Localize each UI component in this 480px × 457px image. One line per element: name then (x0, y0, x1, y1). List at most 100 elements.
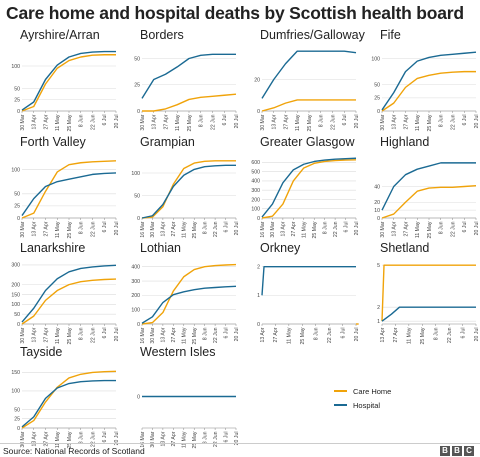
x-tick-label: 25 May (67, 221, 73, 238)
x-tick-label: 13 Apr (32, 114, 38, 129)
x-tick-label: 25 May (67, 114, 73, 131)
series-line-hospital (141, 53, 236, 99)
x-tick-label: 20 Jul (114, 328, 120, 342)
legend-label-care-home: Care Home (353, 386, 392, 396)
y-tick-label: 50 (14, 312, 20, 318)
y-tick-label: 0 (137, 394, 140, 400)
x-tick-label: 25 May (192, 431, 198, 448)
y-tick-label: 0 (17, 109, 20, 115)
x-tick-label: 13 Apr (161, 221, 167, 236)
x-tick-label: 13 Apr (380, 327, 386, 342)
x-tick-label: 6 Jul (102, 432, 108, 443)
panel-title: Greater Glasgow (260, 135, 355, 149)
y-tick-label: 200 (251, 197, 260, 203)
x-tick-label: 16 Mar (260, 221, 266, 237)
y-tick-label: 50 (374, 83, 380, 89)
y-tick-label: 50 (134, 56, 140, 62)
y-tick-label: 100 (251, 207, 260, 213)
panel-shetland: Shetland 1 2 5 13 Apr 27 Apr 11 May 25 May 8 Jun… (377, 241, 480, 345)
y-tick-label: 0 (257, 216, 260, 222)
y-tick-label: 0 (257, 322, 260, 328)
y-tick-label: 100 (131, 307, 140, 313)
x-tick-label: 27 Apr (163, 114, 169, 129)
x-tick-label: 13 Apr (161, 327, 167, 342)
panel-tayside: Tayside 0 25 50 100 150 30 Mar 13 Apr 27 Apr 11 M… (11, 345, 119, 449)
panel-fife: Fife 0 25 50 100 30 Mar 13 Apr 27 Apr 11 May 25 M… (371, 28, 479, 132)
series-line-hospital (21, 264, 117, 323)
x-tick-label: 22 Jun (330, 114, 336, 130)
x-tick-label: 11 May (295, 114, 301, 131)
panel-title: Lanarkshire (20, 241, 85, 255)
panel-title: Tayside (20, 345, 62, 359)
x-tick-label: 11 May (175, 114, 181, 131)
x-tick-label: 22 Jun (327, 327, 333, 343)
x-tick-label: 20 Jul (474, 222, 480, 236)
x-tick-label: 30 Mar (380, 114, 386, 130)
x-tick-label: 30 Mar (260, 114, 266, 130)
y-tick-label: 2 (377, 305, 380, 311)
x-tick-label: 6 Jul (342, 115, 348, 126)
x-tick-label: 25 May (192, 221, 198, 238)
x-tick-label: 8 Jun (202, 327, 208, 340)
x-tick-label: 22 Jun (450, 114, 456, 130)
x-tick-label: 30 Mar (140, 114, 146, 130)
x-tick-label: 27 Apr (273, 327, 279, 342)
y-tick-label: 300 (251, 188, 260, 194)
x-tick-label: 13 Apr (152, 114, 158, 129)
series-line-care-home (381, 264, 476, 322)
y-tick-label: 0 (137, 216, 140, 222)
y-tick-label: 50 (14, 192, 20, 198)
x-tick-label: 22 Jun (213, 431, 219, 447)
x-tick-label: 22 Jun (90, 114, 96, 130)
y-tick-label: 100 (371, 56, 380, 62)
y-tick-label: 50 (14, 86, 20, 92)
x-tick-label: 25 May (420, 327, 426, 344)
x-tick-label: 27 Apr (171, 327, 177, 342)
x-tick-label: 30 Mar (270, 221, 276, 237)
x-tick-label: 20 Jul (114, 222, 120, 236)
x-tick-label: 11 May (55, 327, 61, 344)
series-line-hospital (381, 51, 477, 111)
panel-western-isles: Western Isles 0 16 Mar 30 Mar 13 Apr 27 Apr 11… (137, 345, 240, 449)
x-tick-label: 8 Jun (202, 221, 208, 234)
panel-forth-valley: Forth Valley 0 25 50 100 30 Mar 13 Apr 27 Apr 11… (11, 135, 119, 239)
panel-title: Lothian (140, 241, 181, 255)
x-tick-label: 27 Apr (403, 221, 409, 236)
legend: Care Home Hospital (334, 384, 391, 412)
x-tick-label: 20 Jul (114, 432, 120, 446)
x-tick-label: 8 Jun (319, 114, 325, 127)
bbc-logo: B B C (440, 446, 474, 456)
x-tick-label: 16 Mar (140, 221, 146, 237)
y-tick-label: 1 (377, 319, 380, 325)
series-line-care-home (21, 54, 116, 112)
series-line-hospital (21, 379, 116, 428)
y-tick-label: 50 (14, 407, 20, 413)
y-tick-label: 400 (131, 265, 140, 271)
x-tick-label: 25 May (427, 221, 433, 238)
series-line-hospital (381, 306, 476, 322)
x-tick-label: 27 Apr (43, 114, 49, 129)
x-tick-label: 16 Mar (140, 327, 146, 343)
x-tick-label: 25 May (307, 114, 313, 131)
x-tick-label: 8 Jun (434, 327, 440, 340)
x-tick-label: 8 Jun (79, 114, 85, 127)
x-tick-label: 27 Apr (43, 327, 49, 342)
y-tick-label: 25 (374, 96, 380, 102)
x-tick-label: 8 Jun (79, 327, 85, 340)
x-tick-label: 22 Jun (213, 221, 219, 237)
y-tick-label: 5 (377, 263, 380, 269)
panel-lothian: Lothian 0 100 200 300 400 16 Mar 30 Mar 13 Apr 27… (131, 241, 239, 345)
x-tick-label: 11 May (55, 431, 61, 448)
y-tick-label: 500 (251, 169, 260, 175)
x-tick-label: 22 Jun (90, 221, 96, 237)
x-tick-label: 22 Jun (90, 327, 96, 343)
x-tick-label: 25 May (300, 327, 306, 344)
series-line-care-home (261, 99, 356, 112)
x-tick-label: 30 Mar (380, 221, 386, 237)
series-line-hospital (141, 164, 236, 219)
panel-title: Dumfries/Galloway (260, 28, 366, 42)
x-tick-label: 20 Jul (474, 115, 480, 129)
y-tick-label: 10 (374, 208, 380, 214)
x-tick-label: 11 May (182, 431, 188, 448)
y-tick-label: 150 (11, 370, 20, 376)
